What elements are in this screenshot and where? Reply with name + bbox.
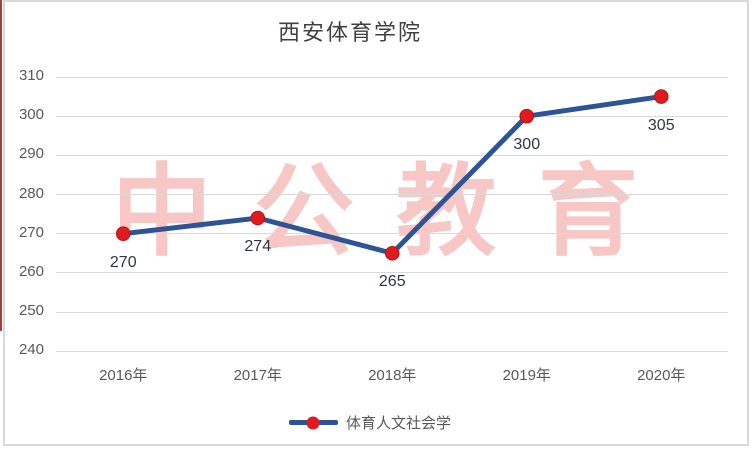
data-label: 300 [513, 136, 541, 154]
chart-frame-border [3, 0, 749, 446]
x-axis-tick-label: 2020年 [637, 367, 686, 384]
x-axis-tick-label: 2017年 [233, 367, 282, 384]
y-axis-tick-label: 260 [18, 262, 44, 280]
data-label: 265 [378, 273, 406, 291]
y-axis-tick-label: 240 [18, 341, 44, 359]
gridline [56, 194, 728, 195]
gridline [56, 76, 728, 78]
gridline [56, 154, 728, 156]
data-label: 305 [647, 116, 675, 134]
legend-line-marker-icon [288, 416, 338, 429]
left-accent-bar [0, 0, 2, 331]
y-axis-tick-label: 290 [18, 145, 44, 163]
gridline [56, 272, 728, 274]
y-axis-tick-label: 280 [18, 184, 44, 202]
legend-label: 体育人文社会学 [345, 415, 451, 432]
y-axis-tick-label: 310 [18, 67, 44, 84]
legend: 体育人文社会学 [0, 412, 740, 433]
x-axis-tick-label: 2019年 [502, 367, 551, 384]
legend-dot-icon [306, 416, 320, 429]
gridline [56, 233, 728, 235]
y-axis-tick-label: 300 [18, 106, 44, 124]
gridline [56, 350, 728, 352]
y-axis-tick-label: 270 [18, 223, 44, 241]
x-axis-tick-label: 2018年 [368, 367, 417, 384]
data-label: 270 [109, 253, 137, 271]
gridline [56, 311, 728, 313]
chart-title: 西安体育学院 [277, 20, 422, 45]
data-label: 274 [244, 238, 272, 256]
x-axis-tick-label: 2016年 [99, 367, 148, 384]
y-axis-tick-label: 250 [18, 302, 44, 320]
